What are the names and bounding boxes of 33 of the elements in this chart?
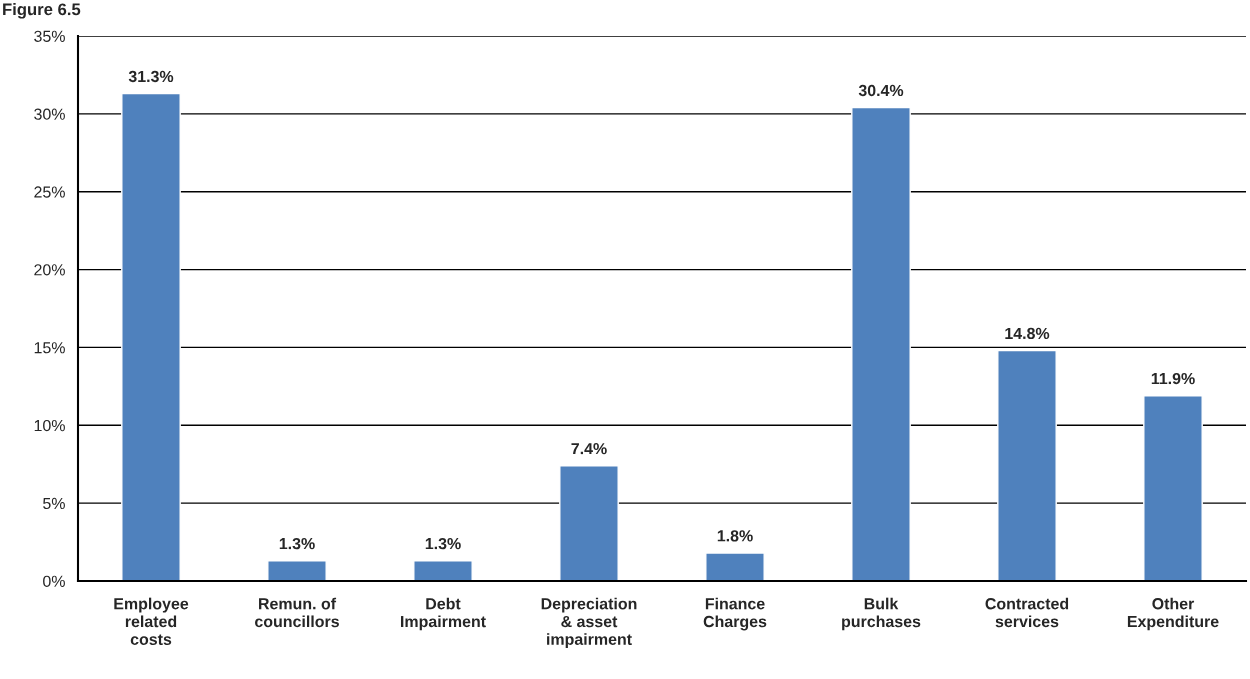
data-label: 14.8% xyxy=(1005,327,1050,340)
x-tick-label: Depreciation & asset impairment xyxy=(541,597,637,649)
bar xyxy=(997,349,1057,581)
x-tick-label: Contracted services xyxy=(985,597,1069,628)
y-tick-label: 25% xyxy=(34,186,65,198)
data-label: 1.3% xyxy=(279,537,315,550)
x-tick-label: Debt Impairment xyxy=(401,597,486,631)
x-tick-label: Other Expenditure xyxy=(1127,597,1219,631)
bar xyxy=(1143,395,1203,581)
bar xyxy=(705,552,765,581)
data-label: 31.3% xyxy=(128,70,174,83)
y-tick-label: 15% xyxy=(34,342,65,354)
bar xyxy=(559,465,619,581)
bar xyxy=(121,92,181,581)
bar xyxy=(851,106,911,581)
y-tick-label: 30% xyxy=(34,108,65,120)
y-tick-label: 5% xyxy=(43,497,65,510)
y-tick-label: 35% xyxy=(34,30,65,42)
x-tick-label: Finance Charges xyxy=(703,597,767,631)
bar xyxy=(267,560,327,581)
bar xyxy=(413,560,473,581)
y-tick-label: 0% xyxy=(43,575,65,587)
y-tick-label: 10% xyxy=(34,419,65,432)
chart-title: Figure 6.5 xyxy=(3,3,81,19)
data-label: 11.9% xyxy=(1151,372,1195,385)
data-label: 7.4% xyxy=(571,443,607,455)
x-tick-label: Remun. of councillors xyxy=(255,597,339,628)
x-tick-label: Employee related costs xyxy=(114,597,189,645)
data-label: 1.3% xyxy=(425,537,461,550)
data-label: 1.8% xyxy=(717,530,753,542)
y-tick-label: 20% xyxy=(34,264,65,276)
data-label: 30.4% xyxy=(858,84,904,97)
x-tick-label: Bulk purchases xyxy=(842,597,921,631)
